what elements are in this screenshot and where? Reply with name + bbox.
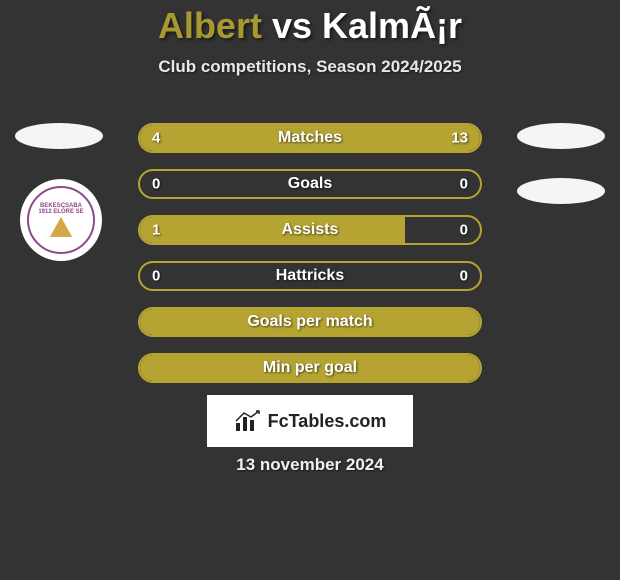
badge-mid-text: 1912 ELŐRE SE bbox=[38, 209, 83, 215]
stat-row: Min per goal bbox=[138, 353, 482, 383]
stat-row: 00Hattricks bbox=[138, 261, 482, 291]
stat-row: 413Matches bbox=[138, 123, 482, 153]
stat-label: Assists bbox=[140, 221, 480, 239]
stat-row: Goals per match bbox=[138, 307, 482, 337]
main-container: Albert vs KalmÃ¡r Club competitions, Sea… bbox=[0, 0, 620, 580]
club-badge-inner: BEKESCSABA 1912 ELŐRE SE bbox=[27, 186, 95, 254]
avatar-right-placeholder-1 bbox=[517, 123, 605, 149]
avatar-right-placeholder-2 bbox=[517, 178, 605, 204]
badge-building-icon bbox=[47, 217, 75, 237]
player-left-name: Albert bbox=[158, 5, 262, 46]
page-title: Albert vs KalmÃ¡r bbox=[0, 5, 620, 47]
avatar-left-placeholder bbox=[15, 123, 103, 149]
club-badge: BEKESCSABA 1912 ELŐRE SE bbox=[20, 179, 102, 261]
stat-label: Matches bbox=[140, 129, 480, 147]
logo-text: FcTables.com bbox=[268, 411, 387, 432]
chart-icon bbox=[234, 409, 262, 433]
fctables-logo: FcTables.com bbox=[207, 395, 413, 447]
stat-label: Goals per match bbox=[140, 313, 480, 331]
vs-text: vs bbox=[272, 5, 312, 46]
stat-label: Goals bbox=[140, 175, 480, 193]
player-right-name: KalmÃ¡r bbox=[322, 5, 462, 46]
stat-row: 00Goals bbox=[138, 169, 482, 199]
stat-label: Min per goal bbox=[140, 359, 480, 377]
subtitle: Club competitions, Season 2024/2025 bbox=[0, 57, 620, 77]
stat-row: 10Assists bbox=[138, 215, 482, 245]
stats-bars: 413Matches 00Goals 10Assists 00Hattricks Goa… bbox=[138, 123, 482, 399]
stat-label: Hattricks bbox=[140, 267, 480, 285]
date-text: 13 november 2024 bbox=[0, 455, 620, 475]
